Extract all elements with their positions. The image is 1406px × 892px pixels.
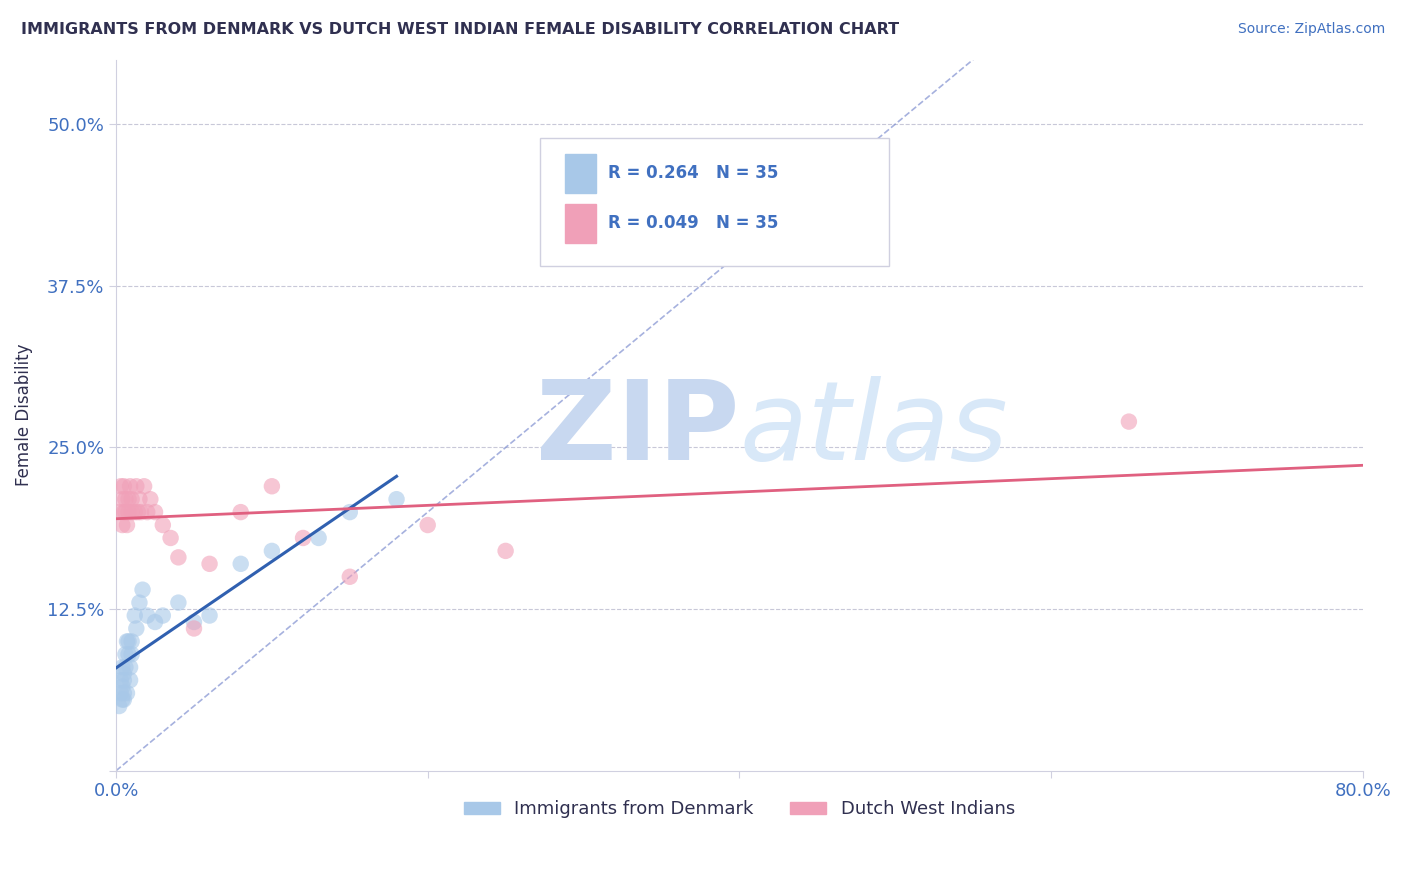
Point bbox=[1118, 415, 1140, 429]
Text: ZIP: ZIP bbox=[536, 376, 740, 483]
Point bbox=[260, 544, 283, 558]
Point bbox=[124, 608, 146, 623]
Point bbox=[416, 518, 439, 533]
Point bbox=[110, 686, 132, 700]
Point bbox=[129, 505, 152, 519]
Text: IMMIGRANTS FROM DENMARK VS DUTCH WEST INDIAN FEMALE DISABILITY CORRELATION CHART: IMMIGRANTS FROM DENMARK VS DUTCH WEST IN… bbox=[21, 22, 900, 37]
Point bbox=[128, 596, 150, 610]
Point bbox=[183, 615, 205, 629]
Point bbox=[167, 596, 190, 610]
Point bbox=[339, 505, 361, 519]
Point bbox=[114, 492, 136, 507]
Text: R = 0.049   N = 35: R = 0.049 N = 35 bbox=[609, 214, 779, 232]
Point bbox=[108, 699, 131, 714]
Bar bbox=[565, 153, 596, 193]
Point bbox=[112, 686, 135, 700]
Point bbox=[136, 608, 159, 623]
Point bbox=[229, 557, 252, 571]
Point bbox=[117, 492, 139, 507]
Point bbox=[143, 505, 166, 519]
Point bbox=[115, 518, 138, 533]
Point bbox=[125, 622, 148, 636]
Point bbox=[198, 608, 221, 623]
Point bbox=[125, 479, 148, 493]
Point bbox=[339, 570, 361, 584]
Point bbox=[139, 492, 162, 507]
Point bbox=[167, 550, 190, 565]
Point bbox=[121, 634, 143, 648]
Legend: Immigrants from Denmark, Dutch West Indians: Immigrants from Denmark, Dutch West Indi… bbox=[457, 793, 1022, 826]
Point bbox=[112, 692, 135, 706]
Point bbox=[114, 648, 136, 662]
Point bbox=[112, 505, 135, 519]
Point bbox=[110, 479, 132, 493]
Point bbox=[111, 692, 134, 706]
Y-axis label: Female Disability: Female Disability bbox=[15, 344, 32, 486]
Point bbox=[260, 479, 283, 493]
Point bbox=[121, 492, 143, 507]
Point bbox=[117, 505, 139, 519]
Point bbox=[385, 492, 408, 507]
Point bbox=[117, 634, 139, 648]
Point bbox=[117, 648, 139, 662]
Point bbox=[292, 531, 315, 545]
Point bbox=[229, 505, 252, 519]
Point bbox=[308, 531, 330, 545]
Point bbox=[152, 518, 174, 533]
Point bbox=[136, 505, 159, 519]
Point bbox=[112, 673, 135, 688]
Text: R = 0.264   N = 35: R = 0.264 N = 35 bbox=[609, 164, 779, 182]
Point bbox=[111, 492, 134, 507]
Point bbox=[114, 660, 136, 674]
Point bbox=[495, 544, 517, 558]
Point bbox=[121, 648, 143, 662]
Point bbox=[127, 505, 149, 519]
Point bbox=[124, 505, 146, 519]
Point bbox=[120, 479, 142, 493]
Point bbox=[131, 582, 153, 597]
Point bbox=[110, 673, 132, 688]
Point bbox=[143, 615, 166, 629]
Point bbox=[111, 680, 134, 694]
Point bbox=[120, 673, 142, 688]
Point bbox=[183, 622, 205, 636]
Point bbox=[108, 505, 131, 519]
Point bbox=[198, 557, 221, 571]
Point bbox=[121, 505, 143, 519]
Text: Source: ZipAtlas.com: Source: ZipAtlas.com bbox=[1237, 22, 1385, 37]
Point bbox=[112, 666, 135, 681]
Point bbox=[114, 505, 136, 519]
Text: atlas: atlas bbox=[740, 376, 1008, 483]
Point bbox=[111, 660, 134, 674]
Point bbox=[134, 479, 156, 493]
Point bbox=[112, 479, 135, 493]
Point bbox=[115, 634, 138, 648]
Point bbox=[152, 608, 174, 623]
Bar bbox=[565, 203, 596, 243]
Point bbox=[115, 686, 138, 700]
Point bbox=[111, 518, 134, 533]
Point bbox=[120, 660, 142, 674]
Point bbox=[159, 531, 181, 545]
FancyBboxPatch shape bbox=[540, 138, 889, 266]
Point bbox=[128, 492, 150, 507]
